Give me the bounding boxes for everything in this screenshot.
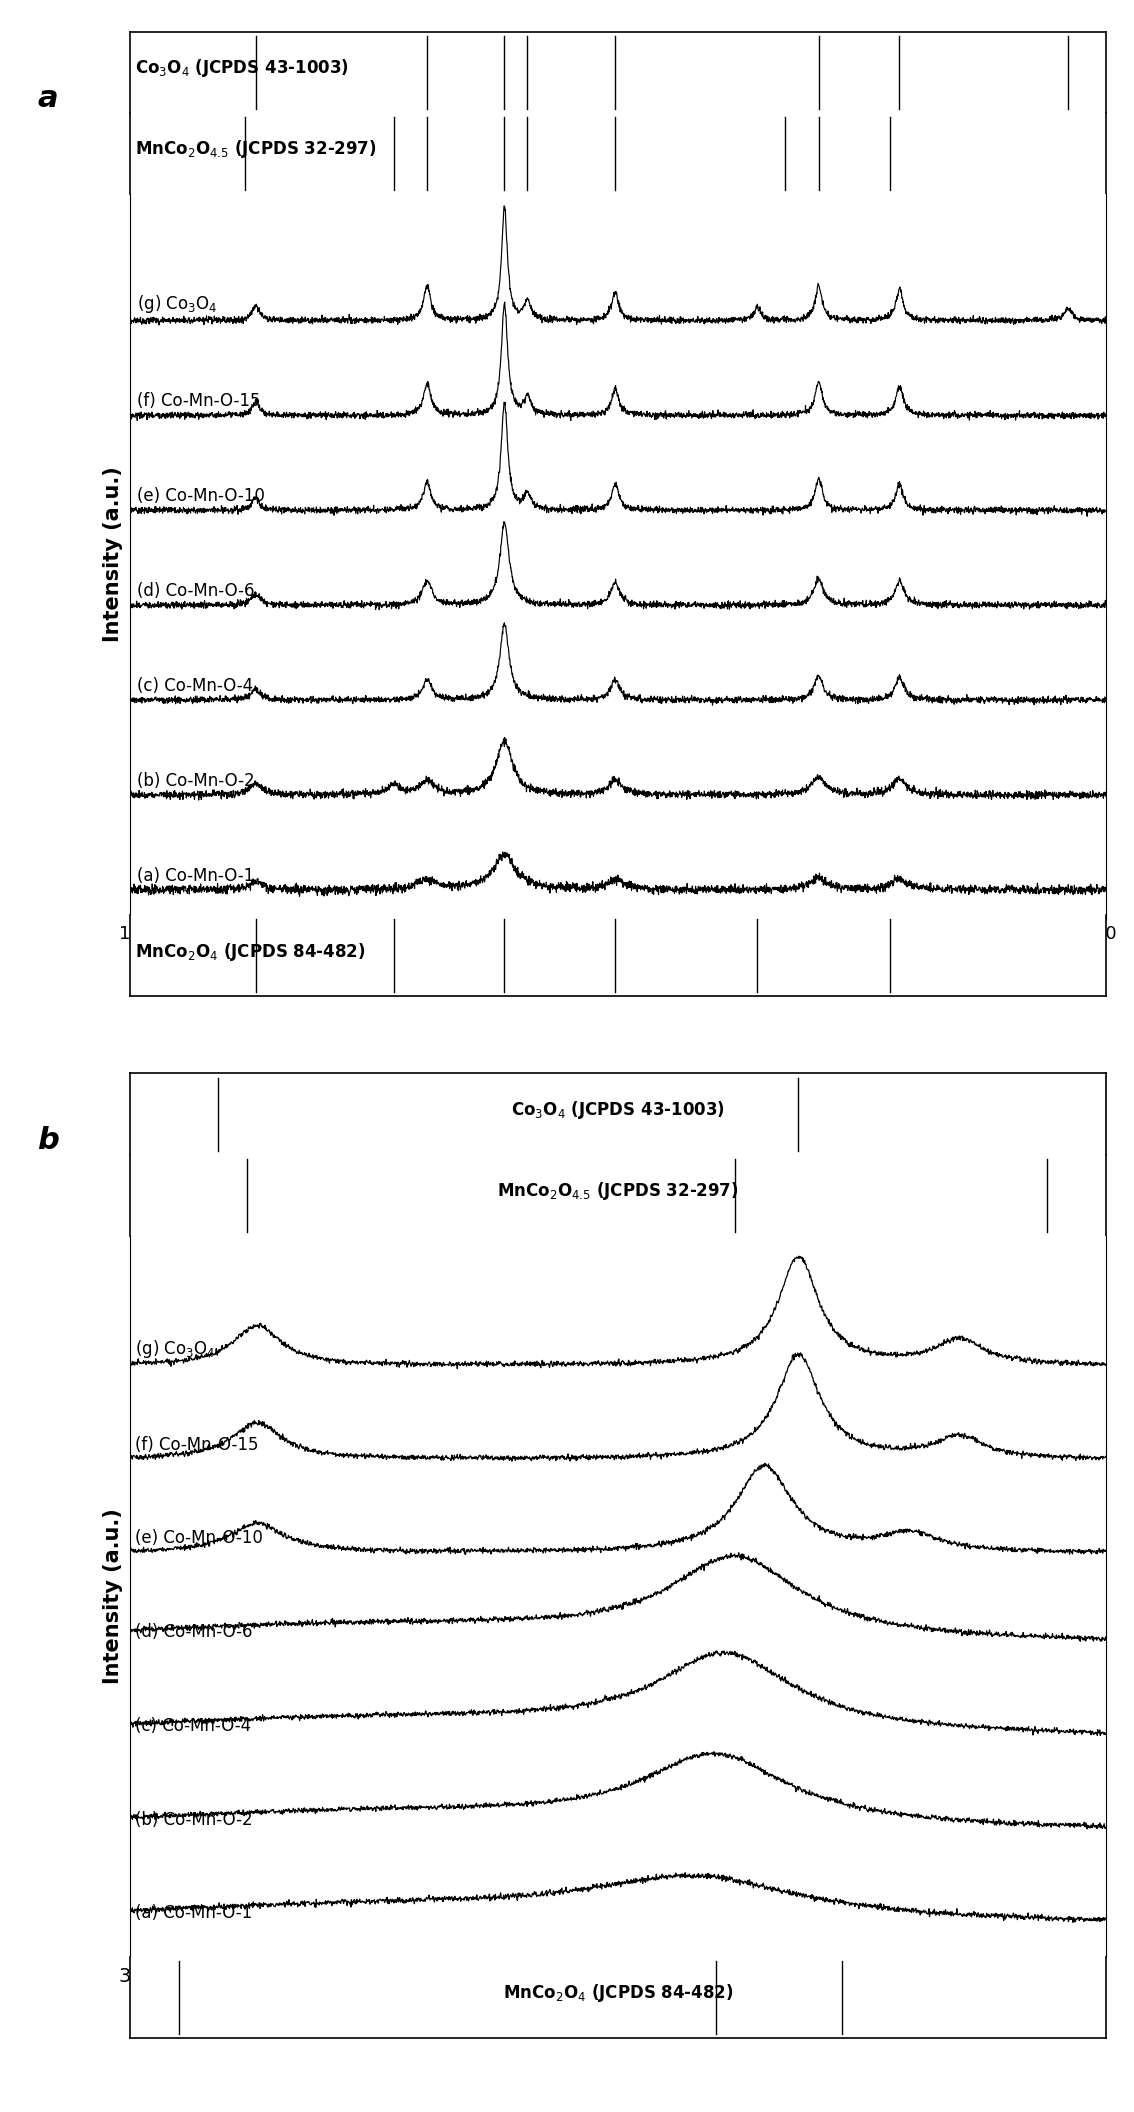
Text: MnCo$_2$O$_4$ (JCPDS 84-482): MnCo$_2$O$_4$ (JCPDS 84-482) <box>502 1983 734 2004</box>
Text: (g) Co$_3$O$_4$: (g) Co$_3$O$_4$ <box>137 294 218 315</box>
Text: (a) Co-Mn-O-1: (a) Co-Mn-O-1 <box>137 866 255 885</box>
Text: MnCo$_2$O$_{4.5}$ (JCPDS 32-297): MnCo$_2$O$_{4.5}$ (JCPDS 32-297) <box>498 1181 738 1202</box>
Text: (f) Co-Mn-O-15: (f) Co-Mn-O-15 <box>137 393 261 410</box>
Text: (b) Co-Mn-O-2: (b) Co-Mn-O-2 <box>135 1810 253 1829</box>
Text: (a) Co-Mn-O-1: (a) Co-Mn-O-1 <box>135 1905 253 1922</box>
Text: (b) Co-Mn-O-2: (b) Co-Mn-O-2 <box>137 771 255 790</box>
X-axis label: 2 Theta (degree): 2 Theta (degree) <box>513 1990 723 2011</box>
Text: (e) Co-Mn-O-10: (e) Co-Mn-O-10 <box>135 1529 263 1548</box>
Y-axis label: Intensity (a.u.): Intensity (a.u.) <box>103 467 124 642</box>
Text: (f) Co-Mn-O-15: (f) Co-Mn-O-15 <box>135 1436 259 1453</box>
Text: (e) Co-Mn-O-10: (e) Co-Mn-O-10 <box>137 488 265 505</box>
Text: (c) Co-Mn-O-4: (c) Co-Mn-O-4 <box>137 678 254 695</box>
Text: Co$_3$O$_4$ (JCPDS 43-1003): Co$_3$O$_4$ (JCPDS 43-1003) <box>511 1098 725 1121</box>
Text: Co$_3$O$_4$ (JCPDS 43-1003): Co$_3$O$_4$ (JCPDS 43-1003) <box>135 57 349 78</box>
Text: MnCo$_2$O$_4$ (JCPDS 84-482): MnCo$_2$O$_4$ (JCPDS 84-482) <box>135 940 366 963</box>
Y-axis label: Intensity (a.u.): Intensity (a.u.) <box>103 1508 124 1683</box>
Text: MnCo$_2$O$_{4.5}$ (JCPDS 32-297): MnCo$_2$O$_{4.5}$ (JCPDS 32-297) <box>135 137 376 161</box>
Text: b: b <box>36 1126 59 1155</box>
Text: a: a <box>37 84 58 112</box>
Text: (d) Co-Mn-O-6: (d) Co-Mn-O-6 <box>135 1622 253 1641</box>
X-axis label: 2 Theta (degree): 2 Theta (degree) <box>519 946 717 967</box>
Text: (g) Co$_3$O$_4$: (g) Co$_3$O$_4$ <box>135 1337 215 1360</box>
Text: (c) Co-Mn-O-4: (c) Co-Mn-O-4 <box>135 1717 252 1734</box>
Text: (d) Co-Mn-O-6: (d) Co-Mn-O-6 <box>137 583 255 600</box>
